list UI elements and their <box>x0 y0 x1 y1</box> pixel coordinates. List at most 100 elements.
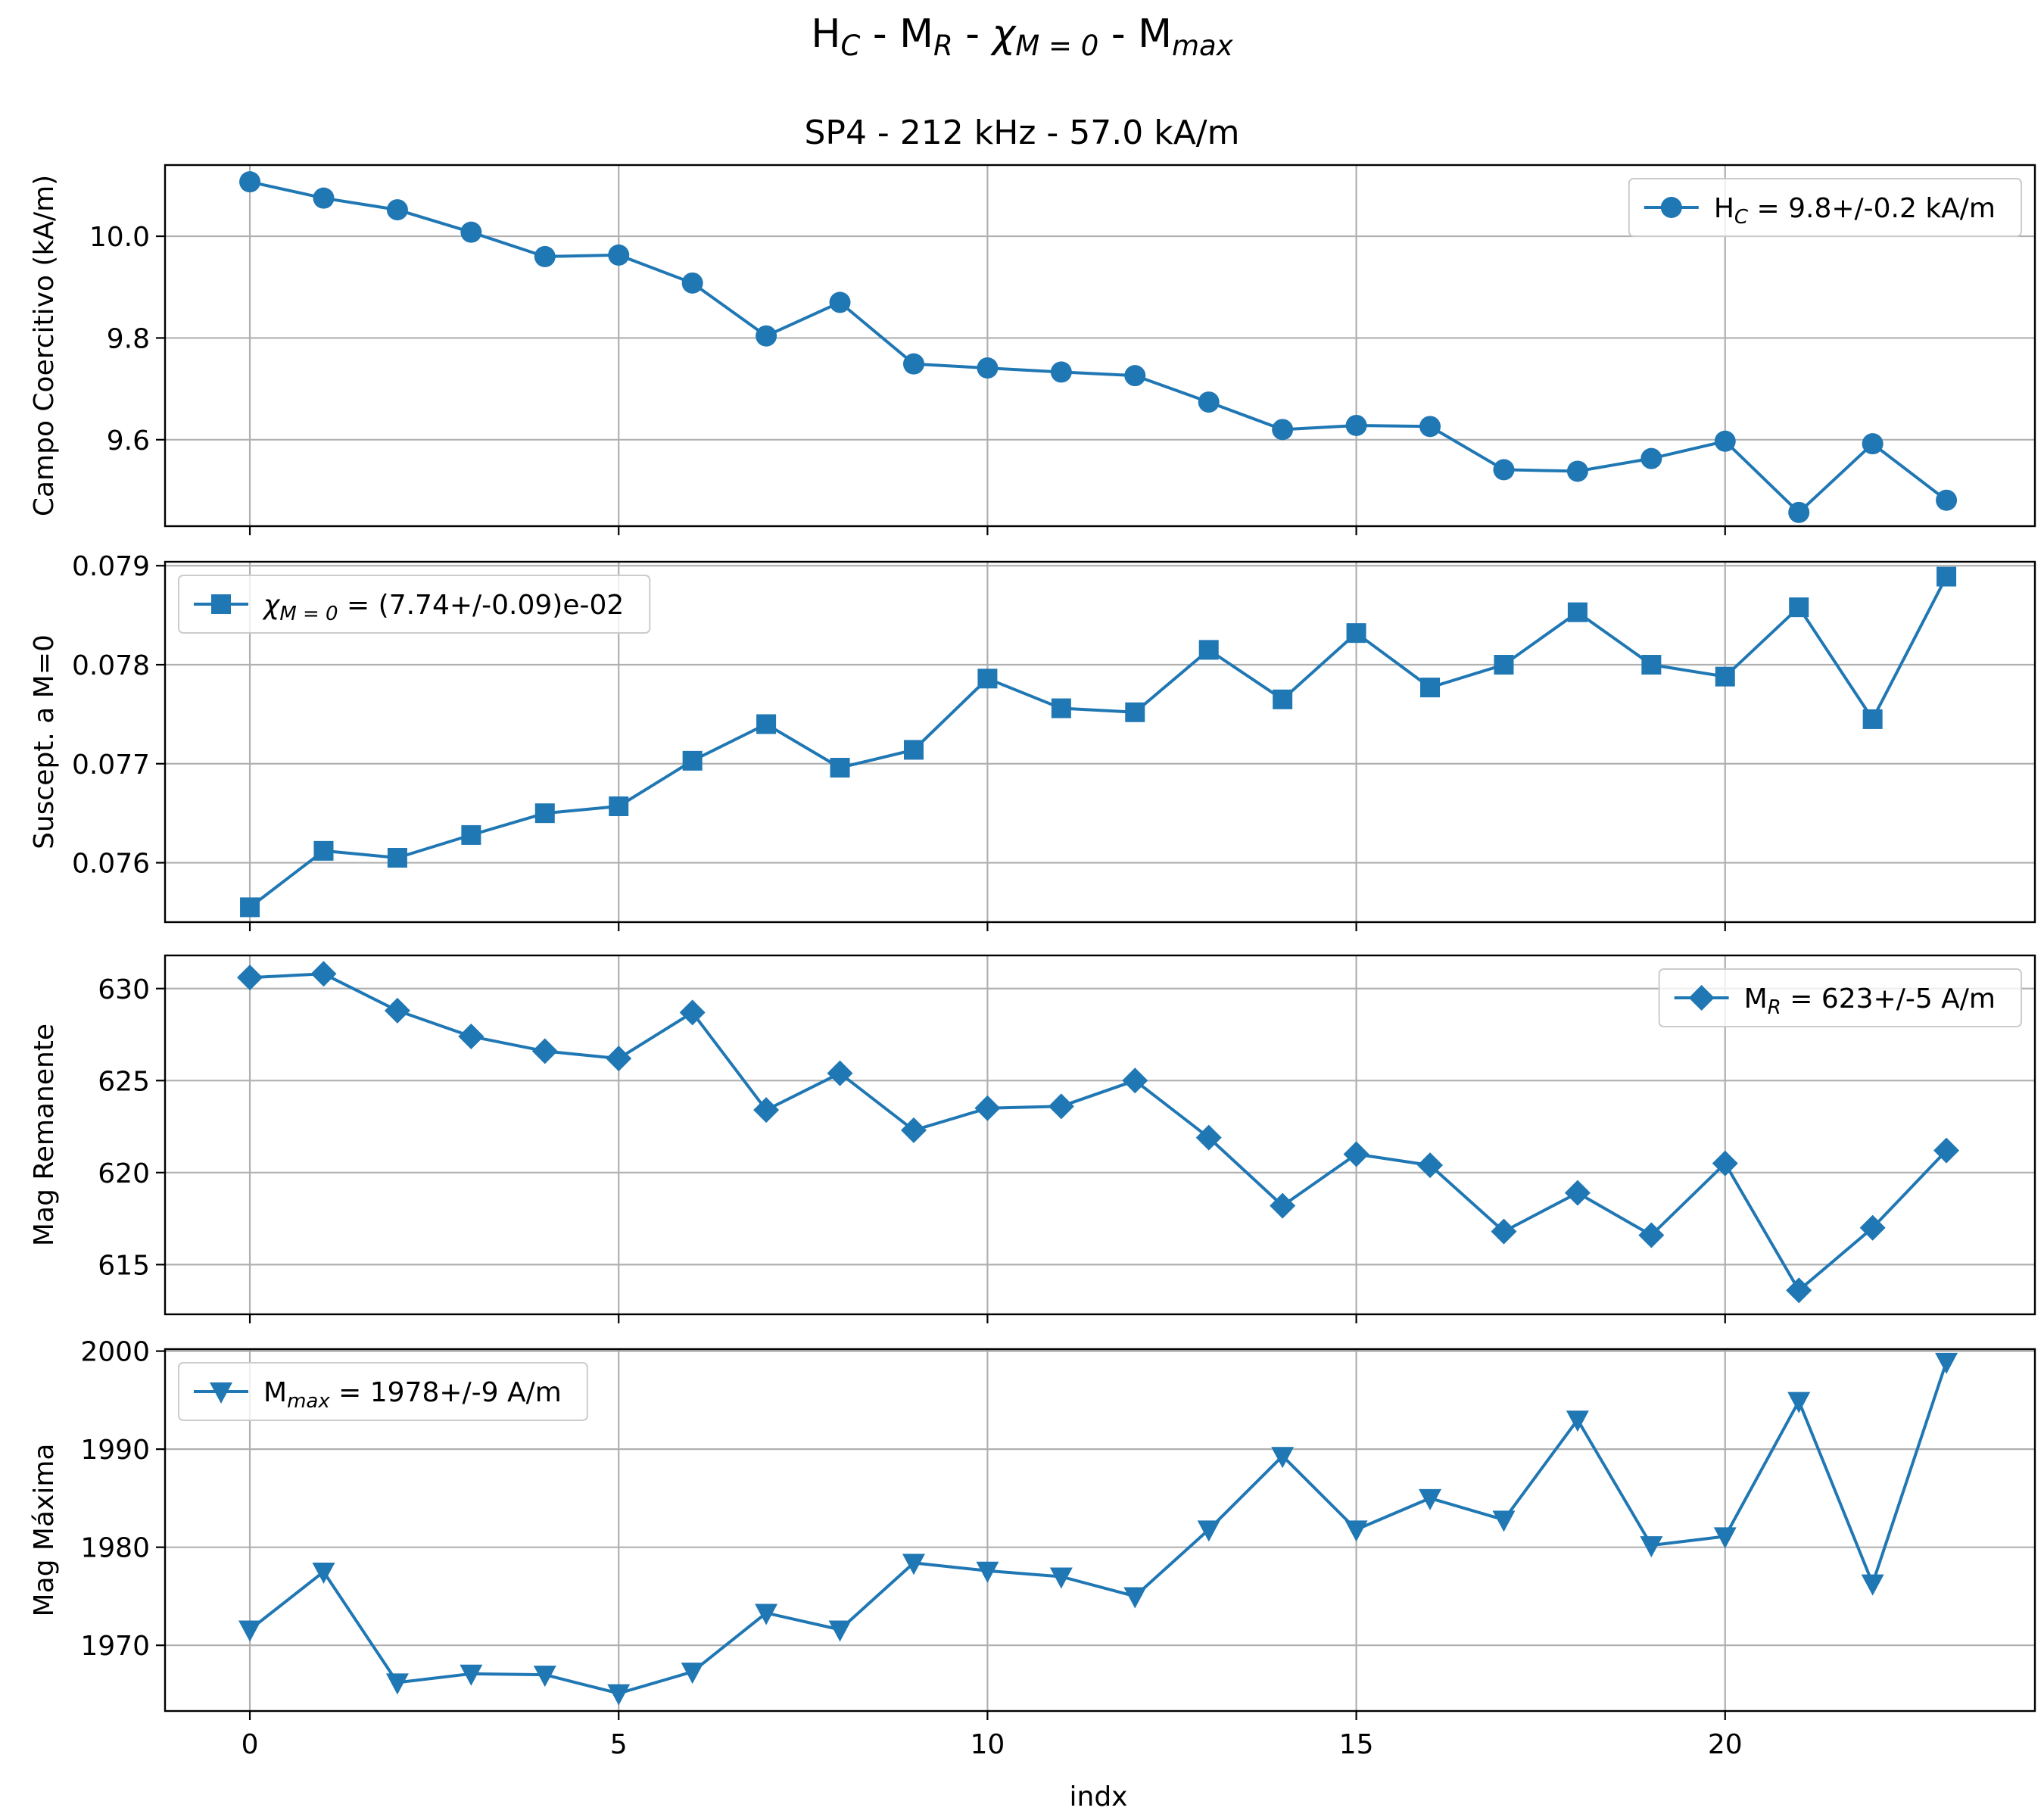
data-point <box>974 1095 1001 1121</box>
axes-frame <box>164 954 2036 1316</box>
data-point <box>1937 566 1957 587</box>
data-point <box>1049 1567 1073 1589</box>
data-point <box>1197 1520 1220 1542</box>
data-point <box>534 245 556 267</box>
data-point <box>460 221 482 243</box>
data-point <box>460 1664 483 1686</box>
data-point <box>977 357 999 379</box>
data-point <box>1198 640 1219 660</box>
panel-3: 615 620 625 630 Mag Remanente MR​ = 623+/-5 A… <box>29 954 2036 1323</box>
data-point <box>238 1620 262 1642</box>
data-point <box>1787 1392 1811 1413</box>
data-point <box>1935 1352 1958 1374</box>
data-point <box>313 187 335 209</box>
data-point <box>1786 1277 1812 1304</box>
data-point <box>1933 1137 1960 1164</box>
y-axis-label: Campo Coercitivo (kA/m) <box>29 175 60 516</box>
data-point <box>1640 447 1662 469</box>
series-line <box>249 180 1948 514</box>
data-point <box>1346 623 1366 644</box>
data-point <box>1713 1527 1737 1549</box>
data-point <box>830 758 850 778</box>
series-line <box>248 575 1948 908</box>
panel-2: 0.076 0.077 0.078 0.079 Suscept. a M=0 χM = 0… <box>29 551 2036 931</box>
legend-box <box>178 575 651 634</box>
data-point <box>1494 655 1514 675</box>
grid <box>165 562 2035 922</box>
data-point <box>902 353 924 375</box>
x-tick-label: 15 <box>1339 1729 1374 1760</box>
data-point <box>682 750 703 771</box>
data-point <box>237 965 263 991</box>
data-point <box>828 1620 852 1642</box>
y-tick-label: 625 <box>98 1066 150 1097</box>
data-point <box>1343 1141 1369 1167</box>
data-point <box>312 1563 335 1585</box>
x-tick-label: 0 <box>241 1729 259 1760</box>
data-point <box>1936 489 1958 511</box>
y-tick-label: 0.076 <box>72 849 150 880</box>
data-point <box>533 1666 556 1688</box>
series-line <box>248 1361 1948 1695</box>
y-axis-label: Mag Máxima <box>29 1444 60 1617</box>
legend-box <box>1658 968 2022 1027</box>
data-point <box>1344 1520 1368 1542</box>
y-axis-label: Suscept. a M=0 <box>29 634 60 849</box>
y-tick-label: 1970 <box>80 1631 150 1662</box>
data-point <box>1198 391 1220 413</box>
data-point <box>1862 709 1883 729</box>
data-point <box>458 1023 485 1049</box>
data-point <box>756 325 777 347</box>
panel-4: 1970 1980 1990 2000 0 5 10 15 20 Mag Máxima Mmax​ … <box>29 1337 2036 1760</box>
y-tick-label: 2000 <box>80 1337 150 1368</box>
data-point <box>313 840 334 861</box>
x-axis-label: indx <box>1070 1781 1128 1812</box>
data-point <box>900 1117 927 1143</box>
markers <box>240 566 1957 918</box>
y-tick-label: 9.6 <box>107 425 150 457</box>
data-point <box>1417 1152 1444 1179</box>
y-tick-label: 0.078 <box>72 650 150 681</box>
data-point <box>1125 702 1145 722</box>
data-point <box>608 244 630 266</box>
data-point <box>1491 1218 1517 1245</box>
data-point <box>1567 602 1588 622</box>
data-point <box>384 997 410 1024</box>
data-point <box>1124 365 1146 387</box>
data-point <box>829 291 851 313</box>
data-point <box>1345 414 1367 436</box>
y-tick-label: 0.079 <box>72 551 150 582</box>
panels: 9.6 9.8 10.0 Campo Coercitivo (kA/m) HC​ = 9… <box>29 164 2036 1760</box>
data-point <box>1789 597 1809 618</box>
data-point <box>1714 430 1736 452</box>
data-point <box>1420 678 1441 698</box>
data-point <box>385 1673 409 1695</box>
y-tick-label: 10.0 <box>89 222 150 253</box>
y-tick-label: 1990 <box>80 1435 150 1466</box>
data-point <box>1272 419 1294 441</box>
data-point <box>240 897 260 918</box>
data-point <box>606 1046 632 1072</box>
data-point <box>756 714 777 734</box>
y-tick-label: 1980 <box>80 1533 150 1564</box>
x-tick-label: 20 <box>1708 1729 1743 1760</box>
markers <box>237 961 1960 1304</box>
legend: Mmax​ = 1978+/-9 A/m <box>178 1362 588 1421</box>
series-line <box>249 972 1948 1292</box>
data-point <box>1051 698 1071 718</box>
data-point <box>609 796 629 816</box>
data-point <box>902 1554 925 1575</box>
data-point <box>1123 1587 1147 1609</box>
figure-title: HC​ - MR​ - χM = 0​ - Mmax​ <box>811 11 1233 62</box>
data-point <box>679 999 706 1026</box>
data-point <box>387 848 407 868</box>
data-point <box>210 1382 232 1404</box>
data-point <box>531 1038 558 1064</box>
axes-frame <box>164 1348 2036 1713</box>
data-point <box>1640 1536 1663 1558</box>
data-point <box>1862 433 1884 455</box>
data-point <box>1270 1192 1296 1219</box>
x-tick-label: 10 <box>971 1729 1005 1760</box>
legend-box <box>178 1362 588 1421</box>
data-point <box>976 1561 999 1583</box>
